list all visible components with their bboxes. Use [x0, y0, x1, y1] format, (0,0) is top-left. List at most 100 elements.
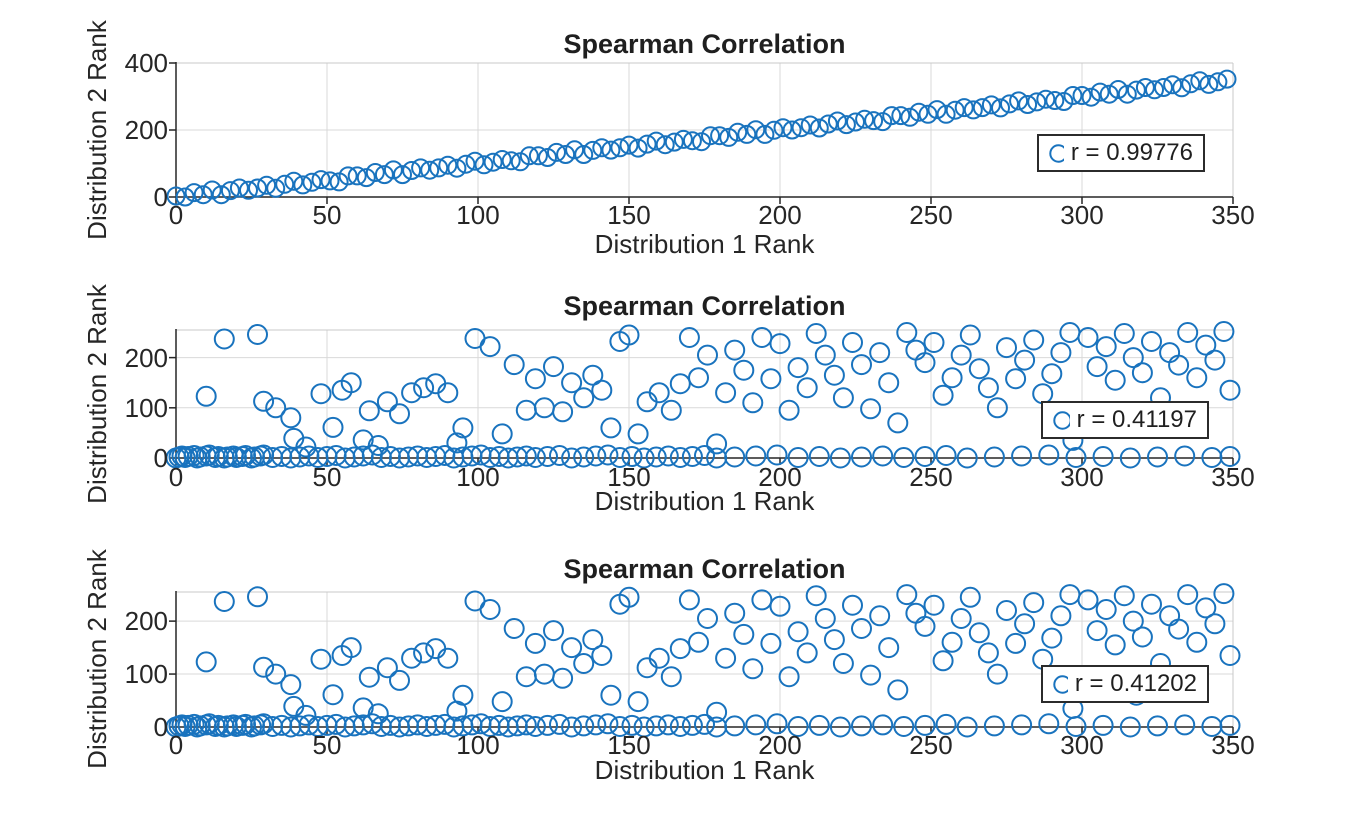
scatter-point [609, 447, 631, 468]
scatter-point [295, 704, 317, 726]
plot3-title: Spearman Correlation [563, 554, 846, 584]
scatter-point [547, 142, 566, 162]
scatter-point [365, 163, 385, 182]
scatter-point [983, 715, 1005, 737]
scatter-point [636, 391, 658, 413]
x-tick-label: 200 [758, 730, 802, 760]
scatter-point [413, 642, 435, 664]
scatter-point [751, 589, 773, 611]
scatter-point [932, 384, 954, 406]
y-tick-label: 200 [124, 115, 168, 145]
scatter-point [760, 632, 782, 654]
scatter-point [878, 372, 900, 394]
scatter-point [681, 714, 703, 736]
scatter-point [213, 328, 235, 350]
scatter-point [914, 446, 936, 467]
scatter-point [211, 185, 231, 205]
scatter-point [860, 398, 882, 420]
x-tick-label: 50 [312, 200, 342, 230]
x-tick-label: 350 [1211, 730, 1255, 760]
scatter-points-3 [165, 583, 1241, 738]
scatter-point [565, 140, 585, 160]
scatter-points-1 [166, 69, 1237, 207]
scatter-point [1163, 75, 1183, 95]
scatter-point [175, 187, 195, 207]
scatter-point [574, 145, 594, 164]
scatter-point [1065, 447, 1087, 468]
scatter-point [954, 98, 974, 118]
scatter-point [724, 339, 746, 361]
scatter-point [1219, 714, 1241, 736]
scatter-point [376, 657, 398, 679]
x-tick-label: 250 [909, 200, 953, 230]
x-tick-label: 100 [456, 730, 500, 760]
scatter-point [878, 637, 900, 659]
scatter-point [769, 595, 791, 617]
scatter-point [832, 387, 854, 409]
scatter-point [905, 339, 927, 361]
scatter-point [872, 714, 894, 736]
scatter-point [956, 716, 978, 738]
scatter-point [515, 714, 537, 736]
scatter-point [195, 651, 217, 673]
scatter-point [800, 115, 820, 135]
scatter-point [1159, 605, 1181, 627]
scatter-point [1122, 610, 1144, 632]
scatter-point [882, 106, 902, 126]
scatter-point [1092, 446, 1114, 467]
scatter-point [673, 129, 693, 149]
scatter-point [1038, 713, 1060, 735]
scatter-point [600, 684, 622, 706]
legend-marker-icon [1053, 410, 1070, 430]
scatter-point [585, 714, 607, 736]
scatter-point [628, 138, 648, 158]
scatter-point [538, 148, 557, 167]
scatter-point [519, 146, 539, 166]
scatter-point [352, 429, 374, 451]
scatter-point [681, 446, 703, 467]
scatter-point [284, 171, 304, 191]
scatter-point [896, 584, 918, 606]
scatter-point [1095, 599, 1117, 620]
scatter-point [561, 637, 583, 659]
plot1-xlabel: Distribution 1 Rank [594, 229, 815, 259]
scatter-point [869, 605, 891, 627]
scatter-point [1177, 322, 1199, 343]
scatter-point [220, 181, 240, 201]
scatter-point [320, 171, 340, 191]
scatter-point [787, 716, 809, 737]
scatter-point [1172, 78, 1192, 98]
scatter-point [678, 589, 700, 611]
scatter-point [1119, 716, 1141, 738]
scatter-point [986, 663, 1008, 685]
scatter-point [195, 385, 217, 407]
scatter-point [347, 166, 367, 186]
scatter-point [322, 684, 344, 706]
scatter-point [1126, 80, 1146, 100]
scatter-point [742, 658, 764, 680]
scatter-point [1186, 367, 1208, 389]
scatter-point [1159, 342, 1181, 364]
scatter-point [549, 445, 570, 466]
scatter-point [265, 397, 287, 419]
scatter-point [1108, 80, 1128, 99]
scatter-point [1213, 321, 1235, 342]
scatter-point [338, 166, 358, 186]
scatter-point [869, 342, 891, 364]
scatter-point [1117, 84, 1137, 104]
scatter-point [1041, 363, 1063, 385]
scatter-point [501, 151, 521, 171]
scatter-point [742, 392, 764, 414]
scatter-point [715, 647, 737, 669]
scatter-point [356, 168, 376, 188]
scatter-point [637, 134, 657, 154]
scatter-point [322, 416, 344, 438]
x-tick-label: 300 [1060, 200, 1104, 230]
x-tick-label: 50 [312, 730, 342, 760]
scatter-point [479, 599, 501, 620]
scatter-point [1063, 86, 1083, 105]
x-tick-label: 150 [607, 730, 651, 760]
scatter-points-2 [165, 321, 1241, 469]
x-tick-label: 0 [168, 200, 184, 230]
scatter-point [669, 716, 691, 737]
